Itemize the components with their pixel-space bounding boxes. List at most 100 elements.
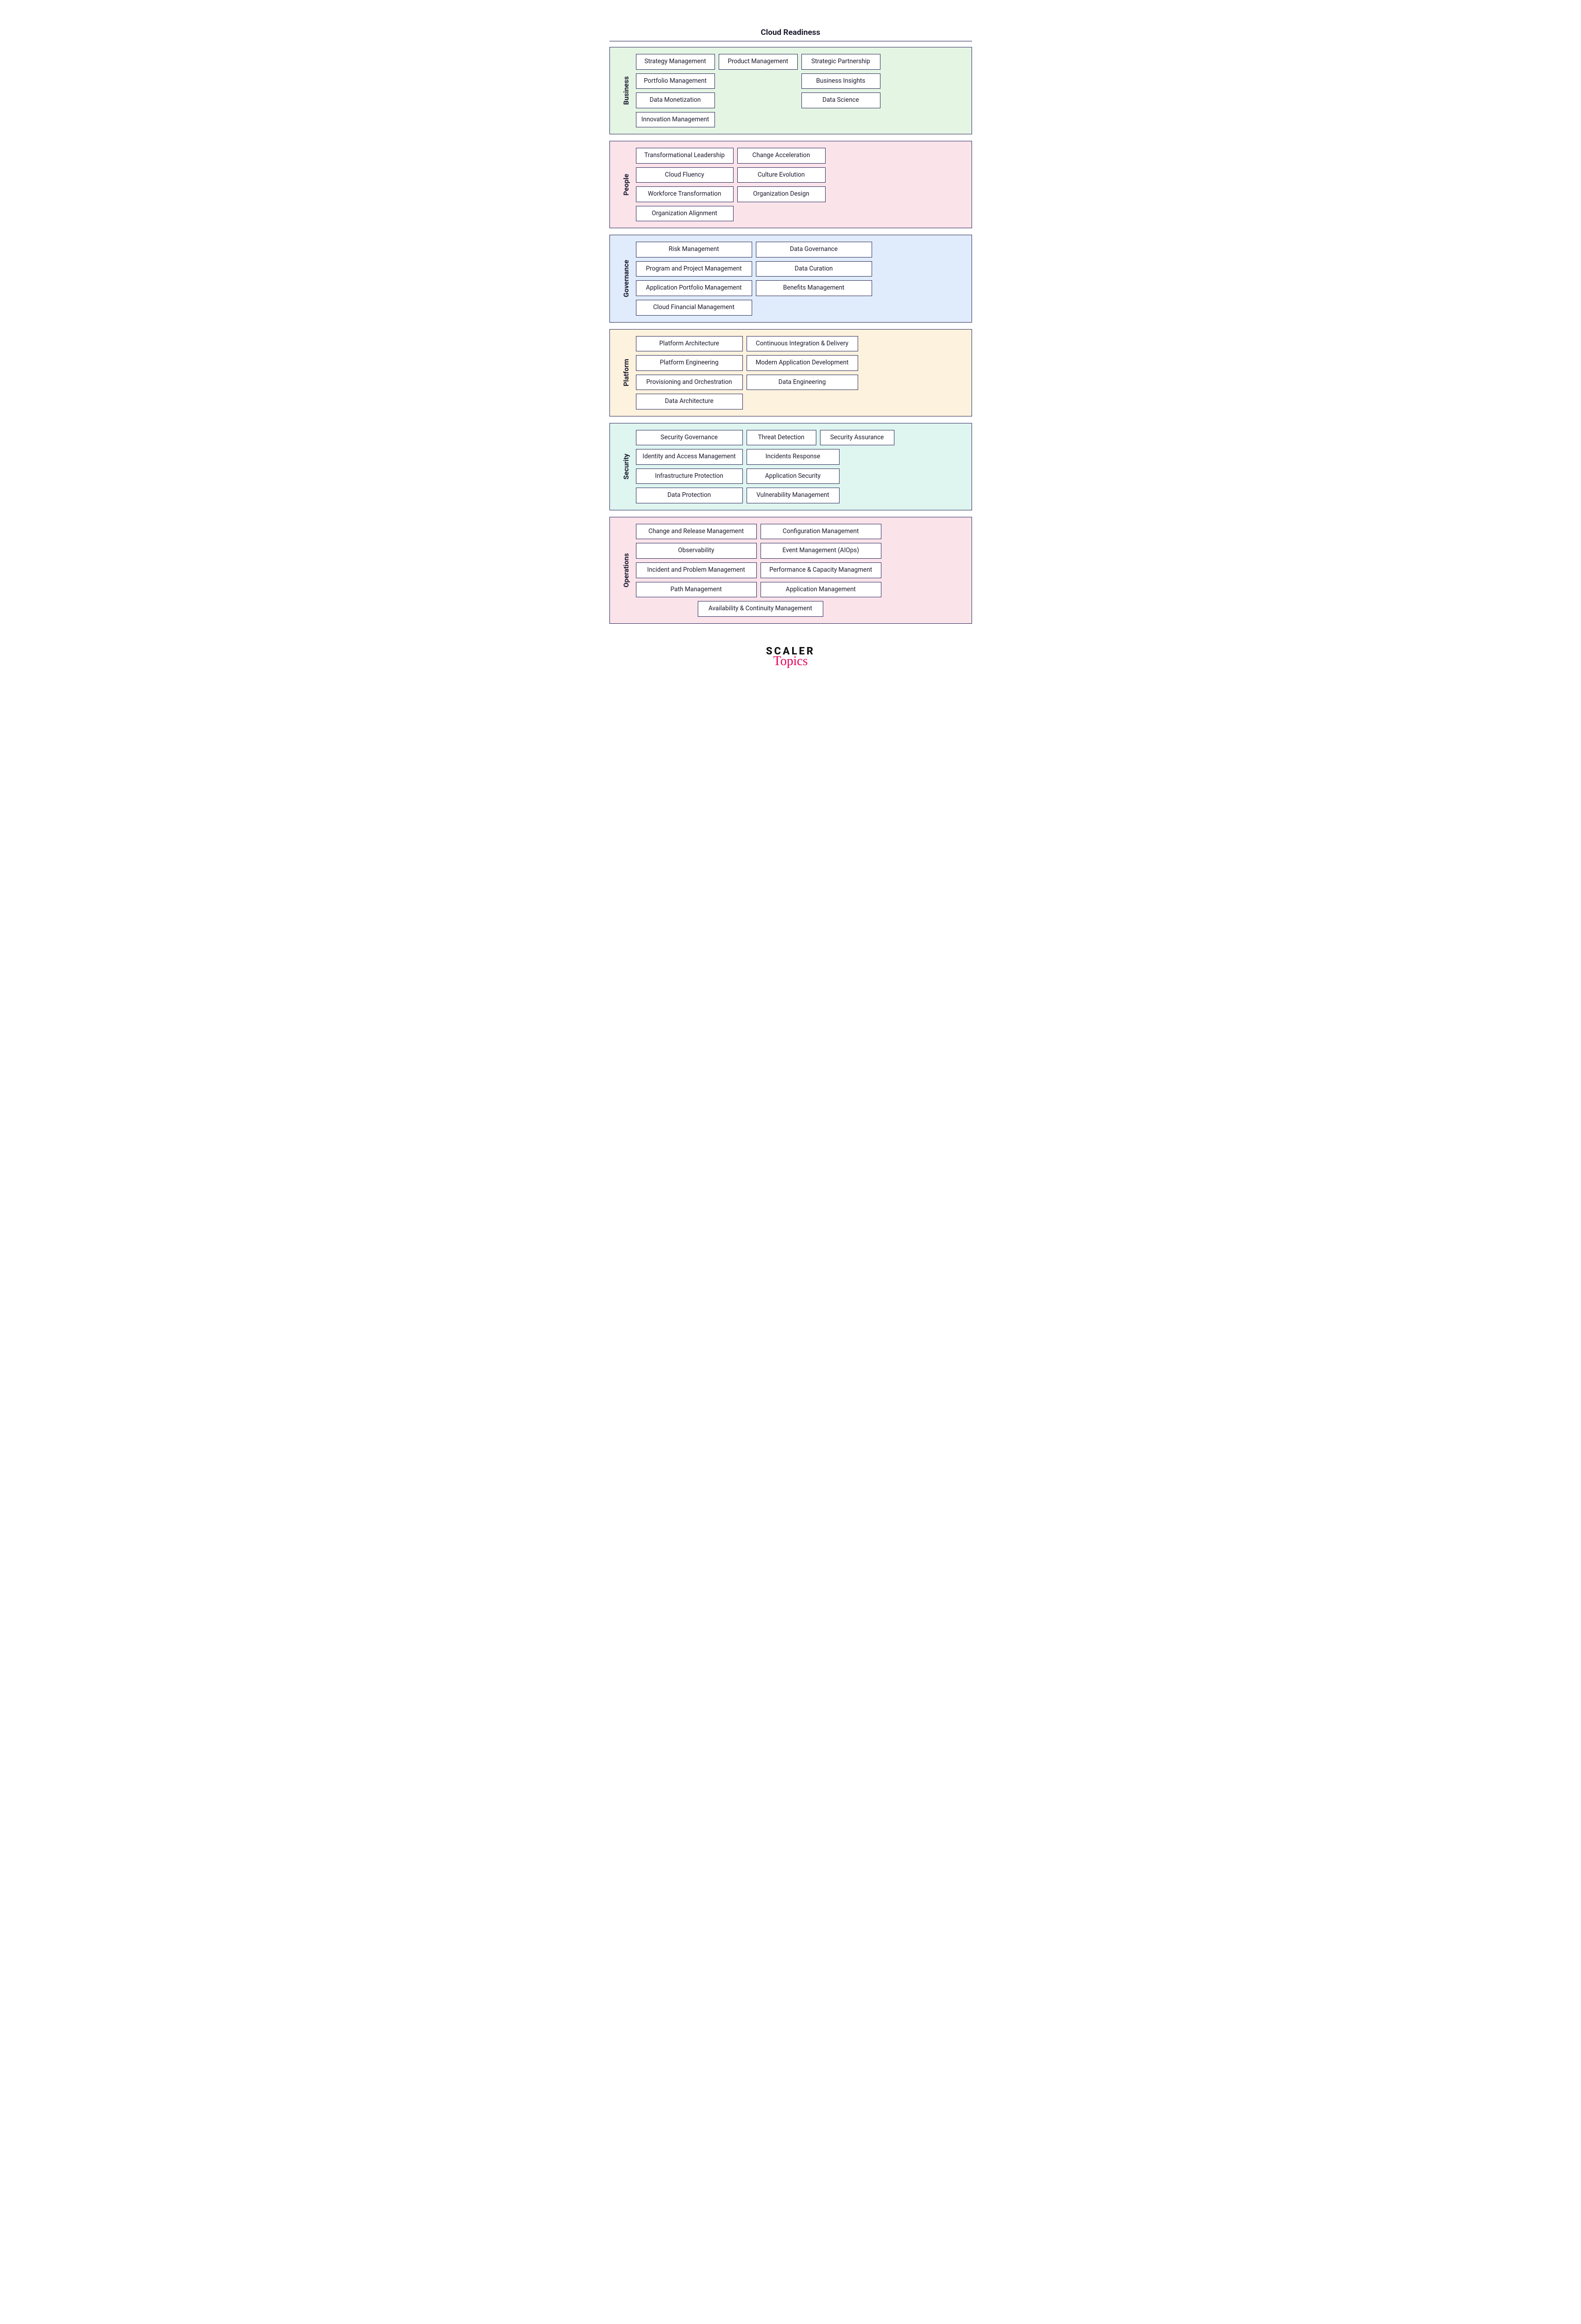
- capability-box: Cloud Financial Management: [636, 300, 752, 316]
- row: Innovation Management: [636, 112, 965, 128]
- capability-box: Change and Release Management: [636, 524, 757, 540]
- section-label-governance: Governance: [616, 242, 636, 315]
- row: Change and Release ManagementConfigurati…: [636, 524, 965, 540]
- spacer: [636, 601, 694, 616]
- section-body: Change and Release ManagementConfigurati…: [636, 524, 965, 617]
- section-security: Security Security GovernanceThreat Detect…: [609, 423, 972, 510]
- capability-box: Innovation Management: [636, 112, 715, 128]
- section-label-operations: Operations: [616, 524, 636, 617]
- capability-box: Transformational Leadership: [636, 148, 734, 164]
- capability-box: Path Management: [636, 582, 757, 598]
- row: Identity and Access ManagementIncidents …: [636, 449, 965, 465]
- capability-box: Organization Alignment: [636, 206, 734, 222]
- section-body: Risk Management Data Governance Program an…: [636, 242, 965, 315]
- capability-box: Product Management: [719, 54, 798, 70]
- capability-box: Threat Detection: [747, 430, 816, 446]
- capability-box: Benefits Management: [756, 280, 872, 296]
- row: Transformational LeadershipChange Accele…: [636, 148, 965, 164]
- capability-box: Application Security: [747, 469, 840, 484]
- capability-box: Incidents Response: [747, 449, 840, 465]
- sections-wrapper: Business Strategy ManagementProduct Manag…: [609, 47, 972, 624]
- capability-box: Application Portfolio Management: [636, 280, 752, 296]
- row: Data Architecture: [636, 394, 965, 409]
- capability-box: Organization Design: [737, 186, 826, 202]
- capability-box: Application Management: [761, 582, 881, 598]
- capability-box: Identity and Access Management: [636, 449, 743, 465]
- row: Data Protection Vulnerability Management: [636, 488, 965, 503]
- capability-box: Vulnerability Management: [747, 488, 840, 503]
- capability-box: Portfolio Management: [636, 73, 715, 89]
- capability-box: Business Insights: [801, 73, 880, 89]
- row: Data Monetization Data Science: [636, 92, 965, 108]
- row: Platform EngineeringModern Application D…: [636, 355, 965, 371]
- section-label-text: Security: [622, 454, 630, 480]
- row: Strategy ManagementProduct ManagementStr…: [636, 54, 965, 70]
- row: Provisioning and Orchestration Data Engin…: [636, 375, 965, 390]
- capability-box: Platform Engineering: [636, 355, 743, 371]
- row: Cloud FluencyCulture Evolution: [636, 167, 965, 183]
- row: Organization Alignment: [636, 206, 965, 222]
- section-body: Transformational LeadershipChange Accele…: [636, 148, 965, 221]
- capability-box: Provisioning and Orchestration: [636, 375, 743, 390]
- row: Program and Project ManagementData Curat…: [636, 261, 965, 277]
- row: Incident and Problem ManagementPerforman…: [636, 562, 965, 578]
- capability-box: Modern Application Development: [747, 355, 858, 371]
- capability-box: Incident and Problem Management: [636, 562, 757, 578]
- capability-box: Data Curation: [756, 261, 872, 277]
- section-label-text: People: [622, 174, 630, 196]
- row: Application Portfolio ManagementBenefits…: [636, 280, 965, 296]
- section-label-people: People: [616, 148, 636, 221]
- section-label-text: Business: [622, 76, 630, 105]
- cloud-readiness-diagram: Cloud Readiness Business Strategy Managem…: [609, 28, 972, 669]
- capability-box: Data Monetization: [636, 92, 715, 108]
- row: Path ManagementApplication Management: [636, 582, 965, 598]
- capability-box: Data Science: [801, 92, 880, 108]
- capability-box: Data Protection: [636, 488, 743, 503]
- section-people: People Transformational LeadershipChange …: [609, 141, 972, 228]
- capability-box: Program and Project Management: [636, 261, 752, 277]
- capability-box: Data Governance: [756, 242, 872, 257]
- capability-box: Strategic Partnership: [801, 54, 880, 70]
- section-body: Strategy ManagementProduct ManagementStr…: [636, 54, 965, 127]
- capability-box: Culture Evolution: [737, 167, 826, 183]
- capability-box: Change Acceleration: [737, 148, 826, 164]
- section-label-text: Platform: [622, 359, 630, 386]
- capability-box: Infrastructure Protection: [636, 469, 743, 484]
- section-label-text: Governance: [622, 260, 630, 297]
- section-label-platform: Platform: [616, 336, 636, 409]
- diagram-title: Cloud Readiness: [609, 28, 972, 41]
- section-label-security: Security: [616, 430, 636, 503]
- capability-box: Data Architecture: [636, 394, 743, 409]
- capability-box: Risk Management: [636, 242, 752, 257]
- capability-box: Security Governance: [636, 430, 743, 446]
- spacer: [719, 73, 798, 88]
- capability-box: Observability: [636, 543, 757, 559]
- section-operations: OperationsChange and Release ManagementC…: [609, 517, 972, 624]
- capability-box: Availability & Continuity Management: [698, 601, 823, 617]
- capability-box: Data Engineering: [747, 375, 858, 390]
- row: Cloud Financial Management: [636, 300, 965, 316]
- row: Platform ArchitectureContinuous Integrat…: [636, 336, 965, 352]
- section-platform: Platform Platform ArchitectureContinuous …: [609, 329, 972, 416]
- row: Availability & Continuity Management: [636, 601, 965, 617]
- row: Portfolio Management Business Insights: [636, 73, 965, 89]
- capability-box: Event Management (AIOps): [761, 543, 881, 559]
- row: Security GovernanceThreat DetectionSecur…: [636, 430, 965, 446]
- capability-box: Workforce Transformation: [636, 186, 734, 202]
- row: Infrastructure Protection Application Sec…: [636, 469, 965, 484]
- row: Risk Management Data Governance: [636, 242, 965, 257]
- section-body: Platform ArchitectureContinuous Integrat…: [636, 336, 965, 409]
- section-business: Business Strategy ManagementProduct Manag…: [609, 47, 972, 134]
- capability-box: Continuous Integration & Delivery: [747, 336, 858, 352]
- section-governance: Governance Risk Management Data Governance…: [609, 235, 972, 322]
- footer-brand: SCALER Topics: [609, 647, 972, 669]
- row: ObservabilityEvent Management (AIOps): [636, 543, 965, 559]
- capability-box: Platform Architecture: [636, 336, 743, 352]
- capability-box: Strategy Management: [636, 54, 715, 70]
- row: Workforce TransformationOrganization Des…: [636, 186, 965, 202]
- capability-box: Performance & Capacity Managment: [761, 562, 881, 578]
- capability-box: Security Assurance: [820, 430, 894, 446]
- capability-box: Configuration Management: [761, 524, 881, 540]
- section-label-business: Business: [616, 54, 636, 127]
- brand-sub: Topics: [609, 654, 972, 669]
